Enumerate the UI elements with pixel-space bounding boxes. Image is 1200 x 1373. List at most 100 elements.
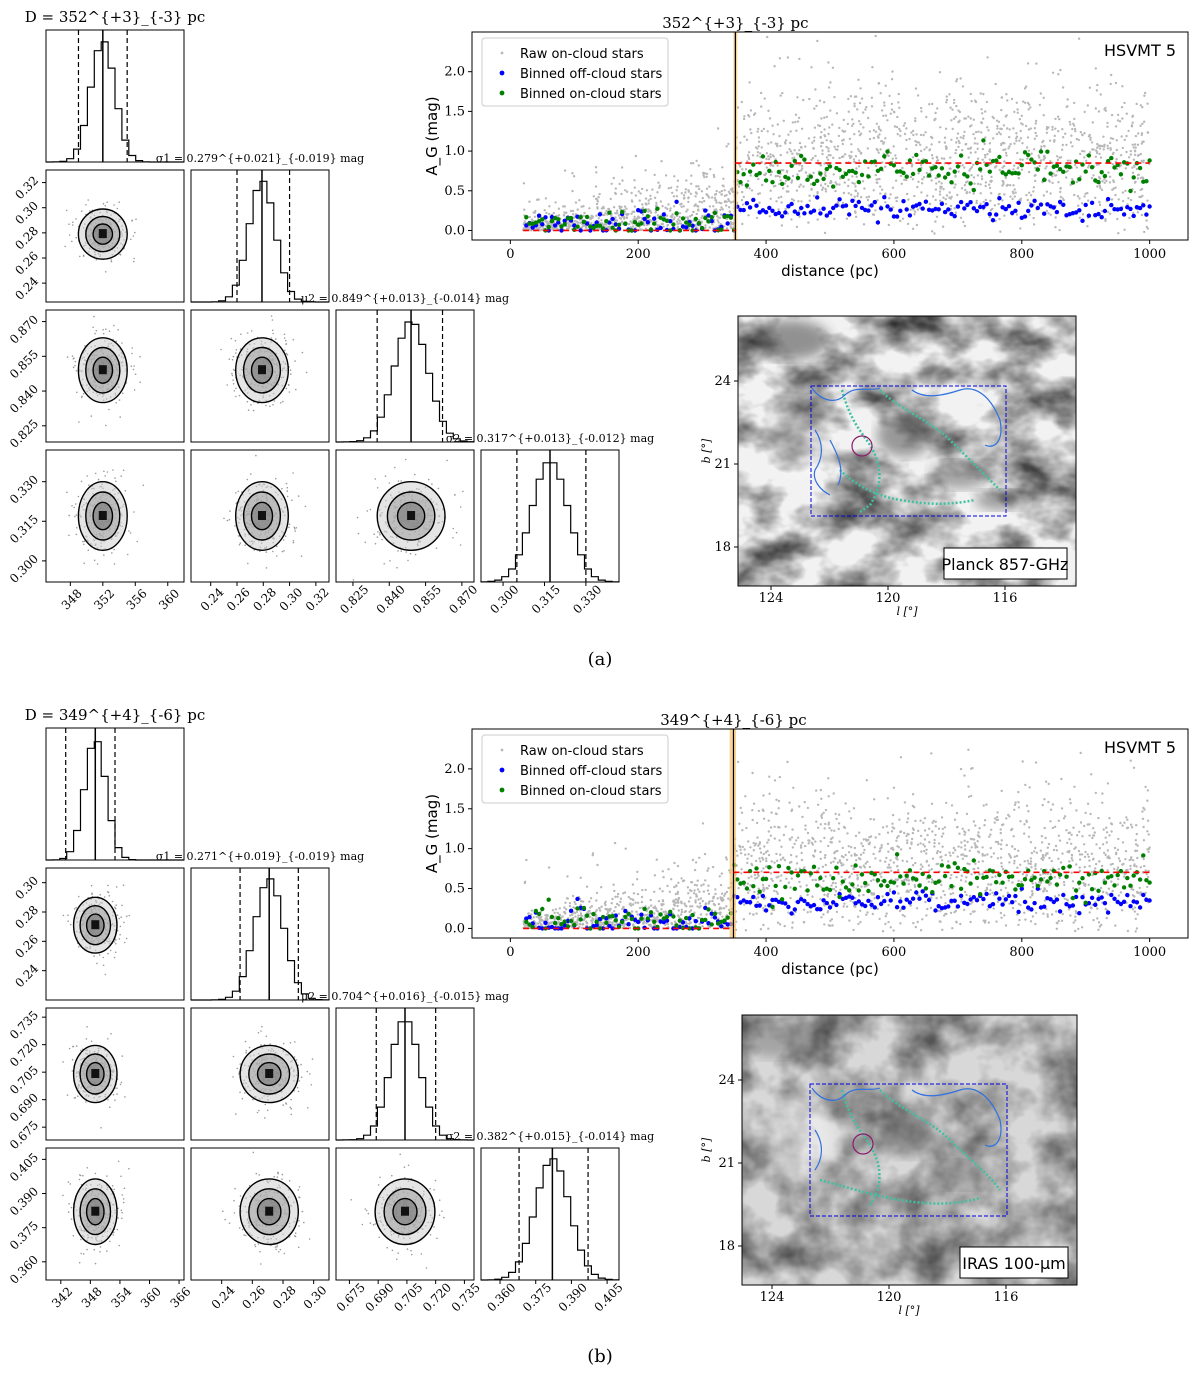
corner-ytick-label: 0.675 <box>7 1118 41 1152</box>
raw-star <box>832 173 835 176</box>
sample-point <box>122 884 125 886</box>
raw-star <box>763 97 766 100</box>
raw-star <box>984 136 987 139</box>
sample-point <box>290 1098 292 1101</box>
raw-star <box>951 108 954 111</box>
raw-star <box>637 190 640 193</box>
off-cloud-bin <box>856 199 861 205</box>
sample-point <box>67 914 69 916</box>
raw-star <box>989 209 993 212</box>
density-peak <box>91 1069 100 1078</box>
off-cloud-bin <box>540 222 545 227</box>
on-cloud-bin <box>776 169 782 175</box>
raw-star <box>747 151 751 154</box>
raw-star <box>911 156 915 159</box>
raw-star <box>1115 148 1119 152</box>
raw-star <box>778 57 782 60</box>
on-cloud-bin <box>821 176 826 182</box>
raw-star <box>1119 154 1123 157</box>
raw-star <box>775 200 778 203</box>
sample-point <box>283 333 286 336</box>
raw-star <box>916 185 919 189</box>
raw-star <box>1070 134 1073 137</box>
sample-point <box>247 562 249 565</box>
sample-point <box>295 1059 298 1061</box>
sample-point <box>120 916 122 918</box>
raw-star <box>857 120 861 123</box>
raw-star <box>867 195 871 198</box>
raw-star <box>665 214 669 217</box>
on-cloud-bin <box>1035 167 1041 172</box>
sample-point <box>93 955 95 957</box>
raw-star <box>1083 195 1086 198</box>
raw-star <box>857 78 860 82</box>
raw-star <box>675 220 679 223</box>
raw-star <box>1140 132 1144 135</box>
on-cloud-bin <box>1048 171 1053 176</box>
raw-star <box>673 216 676 219</box>
raw-star <box>919 143 922 146</box>
sample-point <box>132 235 135 237</box>
raw-star <box>544 197 548 200</box>
sample-point <box>111 552 113 554</box>
raw-star <box>896 115 899 119</box>
raw-star <box>1057 73 1060 76</box>
raw-star <box>563 205 566 208</box>
raw-star <box>1115 139 1119 142</box>
raw-star <box>689 215 692 218</box>
raw-star <box>852 158 856 161</box>
legend-label: Binned on-cloud stars <box>520 87 662 102</box>
off-cloud-bin <box>1121 212 1127 217</box>
corner-ytick-label: 0.26 <box>12 932 41 961</box>
legend-marker <box>500 51 504 55</box>
off-cloud-bin <box>882 195 887 200</box>
raw-star <box>954 148 958 152</box>
off-cloud-bin <box>853 203 858 209</box>
sample-point <box>107 1099 109 1101</box>
scatter-xtick-label: 0 <box>506 247 514 262</box>
raw-star <box>1098 147 1102 150</box>
map-yticks: 24 21 18 <box>714 374 738 555</box>
raw-star <box>563 169 567 172</box>
raw-star <box>543 209 546 212</box>
raw-star <box>1013 164 1016 167</box>
on-cloud-bin <box>936 173 941 178</box>
raw-star <box>742 117 746 121</box>
map-label: Planck 857-GHz <box>942 555 1069 574</box>
sample-point <box>462 490 464 493</box>
on-cloud-bin <box>524 215 529 220</box>
raw-star <box>640 187 644 191</box>
raw-star <box>1012 127 1015 130</box>
raw-star <box>1004 148 1007 151</box>
raw-star <box>547 212 551 216</box>
raw-star <box>811 156 815 160</box>
sample-point <box>118 201 120 203</box>
raw-star <box>1090 141 1094 144</box>
corner-cell-frame <box>45 309 185 443</box>
on-cloud-bin <box>827 164 833 169</box>
sample-point <box>300 555 303 557</box>
sample-point <box>117 329 119 331</box>
raw-star <box>740 198 744 202</box>
raw-star <box>920 164 923 167</box>
raw-star <box>1066 169 1069 172</box>
sample-point <box>288 526 290 529</box>
raw-star <box>686 216 689 219</box>
raw-star <box>925 115 928 119</box>
raw-star <box>1026 157 1029 160</box>
raw-star <box>610 182 613 185</box>
raw-star <box>1042 194 1046 197</box>
sample-point <box>396 566 398 569</box>
sample-point <box>105 328 107 331</box>
raw-star <box>851 118 854 121</box>
sample-point <box>291 499 293 502</box>
raw-star <box>875 181 878 184</box>
raw-star <box>954 183 957 186</box>
sample-point <box>297 495 300 497</box>
raw-star <box>834 189 837 193</box>
corner-xtick-label: 0.315 <box>529 582 563 616</box>
on-cloud-bin <box>1042 177 1047 183</box>
raw-star <box>827 86 831 89</box>
raw-star <box>1073 127 1077 131</box>
raw-star <box>1141 140 1144 143</box>
